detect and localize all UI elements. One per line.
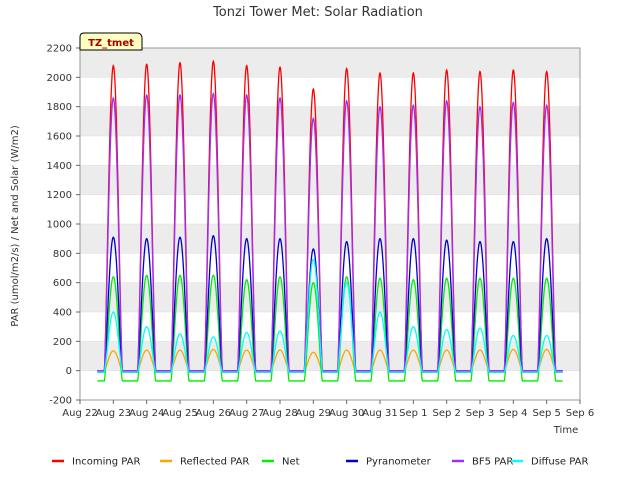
legend-label: Incoming PAR: [72, 457, 141, 468]
legend-label: Net: [282, 457, 300, 468]
grid-band: [80, 48, 580, 78]
y-tick-label: -200: [49, 396, 72, 407]
x-tick-label: Sep 5: [532, 408, 560, 419]
grid-band: [80, 341, 580, 371]
series-line-bf5-par: [97, 92, 563, 372]
x-tick-label: Aug 23: [96, 408, 131, 419]
legend-label: BF5 PAR: [472, 457, 513, 468]
grid-band: [80, 106, 580, 136]
x-axis-label: Time: [553, 425, 578, 436]
y-axis: -200 0 200 400 600 800 1000 1200 1400 1600 1800 200…: [47, 44, 80, 407]
y-axis-label: PAR (umol/m2/s) / Net and Solar (W/m2): [10, 125, 21, 327]
x-tick-label: Sep 4: [499, 408, 527, 419]
station-annotation: TZ_tmet: [79, 32, 143, 51]
chart-title: Tonzi Tower Met: Solar Radiation: [212, 5, 423, 20]
legend-label: Diffuse PAR: [531, 457, 588, 468]
x-tick-label: Aug 29: [296, 408, 331, 419]
x-tick-label: Sep 3: [466, 408, 494, 419]
y-tick-label: 0: [66, 366, 72, 377]
grid-band: [80, 224, 580, 254]
legend-label: Reflected PAR: [180, 457, 249, 468]
x-tick-label: Aug 22: [62, 408, 97, 419]
x-tick-label: Sep 2: [432, 408, 460, 419]
y-tick-label: 1400: [47, 161, 72, 172]
legend-label: Pyranometer: [366, 457, 432, 468]
x-tick-label: Sep 6: [566, 408, 594, 419]
x-tick-label: Aug 31: [362, 408, 397, 419]
annotation-box: [79, 32, 143, 51]
y-tick-label: 1600: [47, 132, 72, 143]
x-tick-label: Aug 26: [196, 408, 231, 419]
grid-band: [80, 165, 580, 195]
y-tick-label: 200: [53, 337, 72, 348]
grid-band: [80, 282, 580, 312]
series-line-diffuse-par: [97, 258, 563, 373]
y-tick-label: 1800: [47, 102, 72, 113]
y-tick-label: 600: [53, 278, 72, 289]
x-tick-label: Aug 25: [162, 408, 197, 419]
y-tick-label: 2000: [47, 73, 72, 84]
y-tick-label: 800: [53, 249, 72, 260]
series-layer: [97, 59, 563, 382]
legend: Incoming PAR Reflected PAR Net Pyranometer B…: [52, 457, 588, 468]
x-tick-label: Aug 28: [262, 408, 297, 419]
y-tick-label: 400: [53, 308, 72, 319]
y-tick-label: 1000: [47, 220, 72, 231]
x-tick-label: Aug 30: [329, 408, 364, 419]
x-tick-label: Aug 27: [229, 408, 264, 419]
x-tick-label: Aug 24: [129, 408, 164, 419]
series-line-net: [97, 274, 563, 382]
y-tick-label: 1200: [47, 190, 72, 201]
annotation-text: TZ_tmet: [88, 38, 134, 49]
y-tick-label: 2200: [47, 44, 72, 55]
x-tick-label: Sep 1: [399, 408, 427, 419]
